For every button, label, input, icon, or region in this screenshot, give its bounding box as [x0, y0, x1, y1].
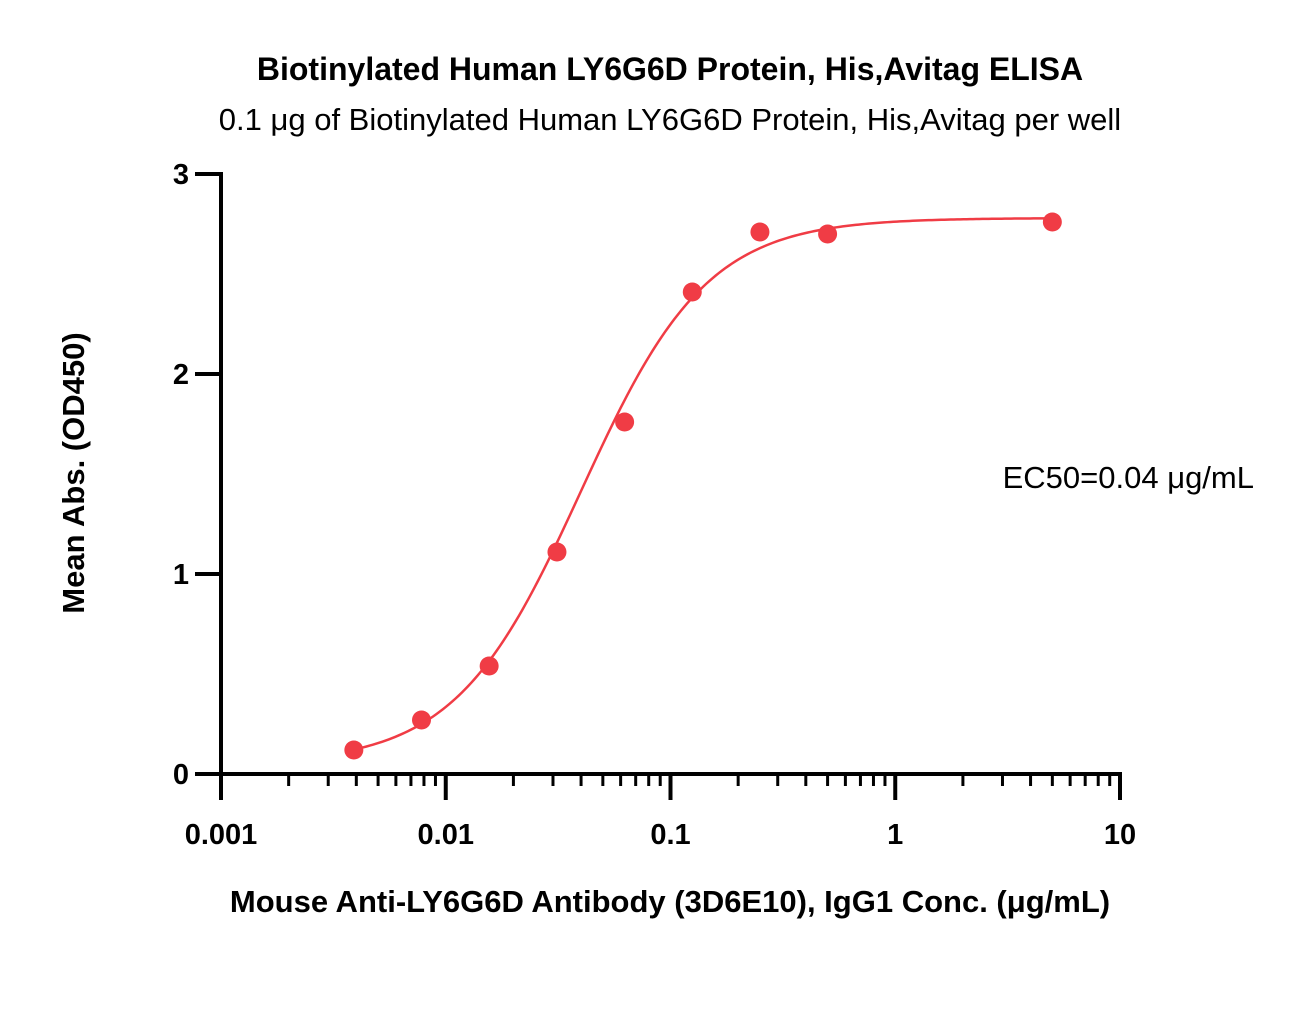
x-tick-label: 1: [887, 819, 903, 851]
fit-curve: [353, 217, 1053, 751]
y-tick-label: 2: [173, 359, 189, 391]
data-point: [411, 710, 431, 730]
chart-subtitle: 0.1 μg of Biotinylated Human LY6G6D Prot…: [219, 102, 1121, 137]
data-point: [818, 224, 838, 244]
plot-area: 0 1 2 3 0.001 0.01 0.1 1 10: [173, 159, 1136, 851]
data-point: [479, 656, 499, 676]
data-point: [344, 740, 364, 760]
x-tick-label: 0.01: [418, 819, 474, 851]
y-tick-label: 0: [173, 759, 189, 791]
data-point: [1042, 212, 1062, 232]
data-point: [615, 412, 635, 432]
ec50-annotation: EC50=0.04 μg/mL: [1003, 460, 1254, 495]
x-tick-label: 10: [1104, 819, 1136, 851]
y-axis-label: Mean Abs. (OD450): [56, 332, 91, 613]
y-tick-label: 1: [173, 559, 189, 591]
x-tick-label: 0.001: [185, 819, 258, 851]
chart-title: Biotinylated Human LY6G6D Protein, His,A…: [257, 51, 1083, 87]
x-axis-label: Mouse Anti-LY6G6D Antibody (3D6E10), IgG…: [230, 884, 1110, 919]
x-tick-label: 0.1: [650, 819, 690, 851]
data-point: [682, 282, 702, 302]
data-point: [547, 542, 567, 562]
y-tick-label: 3: [173, 159, 189, 191]
data-point: [750, 222, 770, 242]
